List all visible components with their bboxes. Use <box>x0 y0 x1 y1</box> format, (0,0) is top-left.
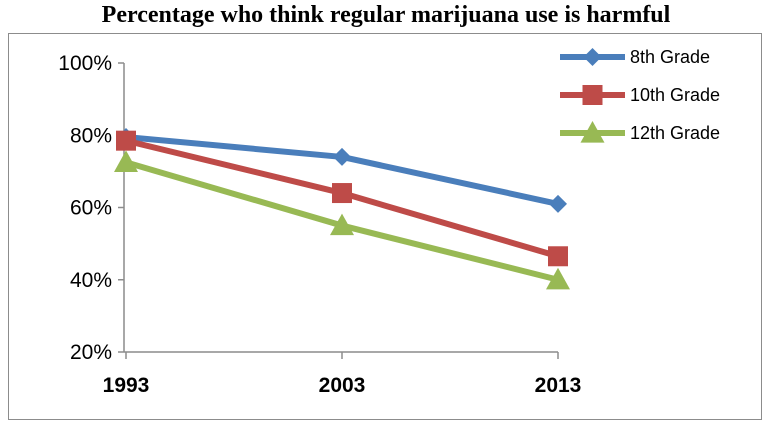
data-point-8th-grade <box>333 147 351 166</box>
data-point-12th-grade <box>546 267 570 290</box>
y-tick-label: 40% <box>70 269 112 292</box>
legend-marker-8th-grade <box>583 48 602 66</box>
data-point-10th-grade <box>548 246 568 267</box>
y-tick-label: 100% <box>58 52 112 75</box>
x-tick-label: 2013 <box>535 374 582 397</box>
data-point-10th-grade <box>116 130 136 151</box>
legend-label-8th-grade: 8th Grade <box>630 47 710 67</box>
data-point-12th-grade <box>330 213 354 236</box>
y-tick-label: 80% <box>70 124 112 147</box>
legend: 8th Grade 10th Grade 12th Grade <box>560 47 720 143</box>
legend-label-12th-grade: 12th Grade <box>630 123 720 143</box>
x-tick-label: 1993 <box>103 374 150 397</box>
y-tick-label: 60% <box>70 197 112 220</box>
chart-frame <box>8 33 762 420</box>
axes: 20% 40% 60% 80% 100% 1993 2003 2013 <box>58 52 581 397</box>
legend-marker-10th-grade <box>582 85 603 105</box>
chart-title: Percentage who think regular marijuana u… <box>101 2 671 28</box>
y-tick-label: 20% <box>70 341 112 364</box>
data-point-10th-grade <box>332 183 352 204</box>
x-tick-label: 2003 <box>319 374 366 397</box>
series-layer <box>114 128 570 290</box>
data-point-8th-grade <box>549 194 567 213</box>
legend-label-10th-grade: 10th Grade <box>630 85 720 105</box>
legend-marker-12th-grade <box>580 121 605 143</box>
data-point-12th-grade <box>114 150 138 172</box>
